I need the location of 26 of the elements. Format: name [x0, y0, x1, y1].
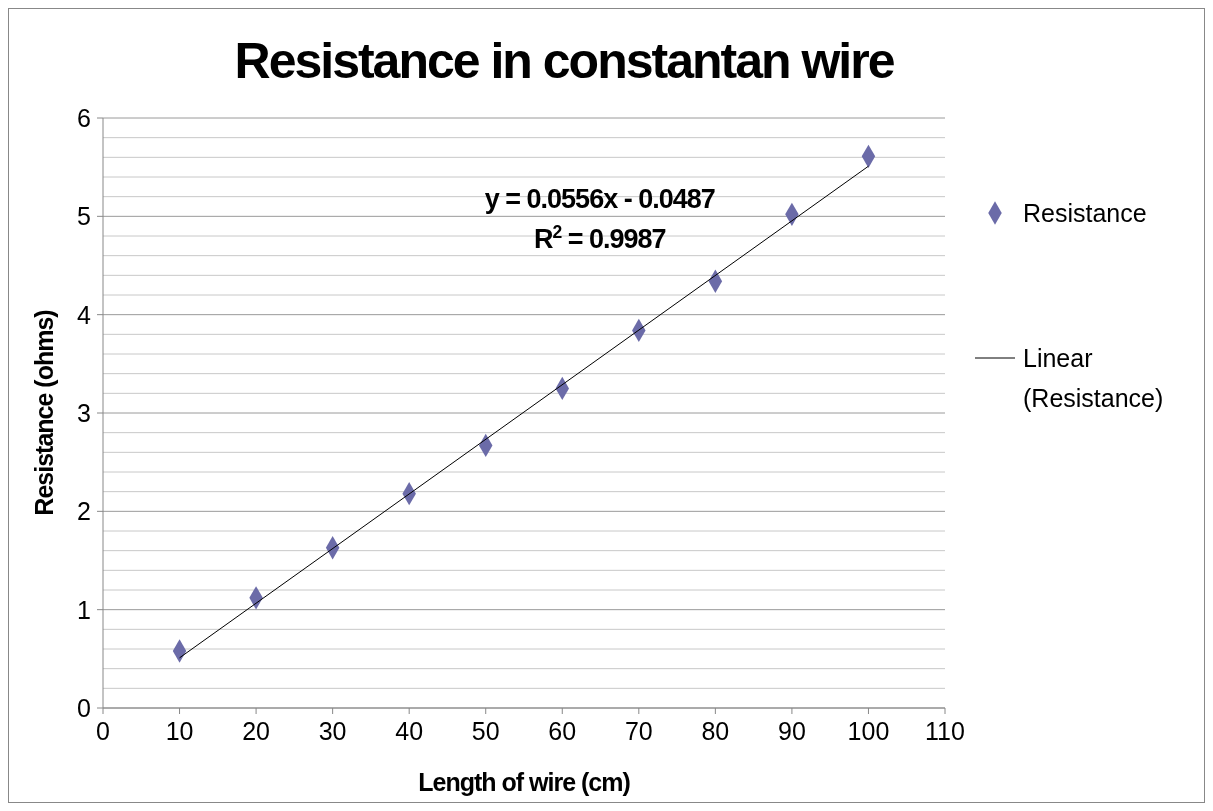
- x-tick-label: 0: [96, 717, 110, 745]
- y-tick-label: 3: [77, 399, 91, 427]
- y-tick-label: 4: [77, 300, 92, 329]
- y-tick-label: 6: [77, 104, 91, 132]
- x-tick-label: 20: [242, 717, 270, 745]
- legend-label: Linear (Resistance): [1023, 344, 1164, 412]
- y-tick-label: 0: [77, 694, 91, 722]
- x-tick-label: 80: [701, 717, 730, 745]
- x-tick-label: 30: [318, 717, 347, 745]
- x-tick-label: 70: [624, 717, 653, 745]
- y-tick-label: 2: [77, 497, 91, 526]
- y-tick-label: 1: [77, 595, 91, 624]
- x-tick-label: 60: [548, 717, 577, 745]
- x-tick-label: 10: [165, 717, 194, 745]
- x-tick-label: 40: [395, 717, 424, 745]
- annotation: R$^{2}$ = 0.9987: [533, 222, 666, 254]
- y-axis-title: Resistance (ohms): [30, 309, 58, 516]
- x-tick-label: 90: [778, 717, 806, 745]
- annotation: y = 0.0556x - 0.0487: [484, 184, 715, 214]
- x-tick-label: 100: [847, 717, 890, 745]
- chart-title: Resistance in constantan wire: [234, 33, 895, 89]
- x-tick-label: 50: [471, 717, 500, 745]
- legend-label: Resistance: [1023, 199, 1147, 227]
- x-tick-label: 110: [925, 717, 965, 745]
- y-tick-label: 5: [77, 202, 91, 231]
- x-axis-title: Length of wire (cm): [418, 768, 631, 796]
